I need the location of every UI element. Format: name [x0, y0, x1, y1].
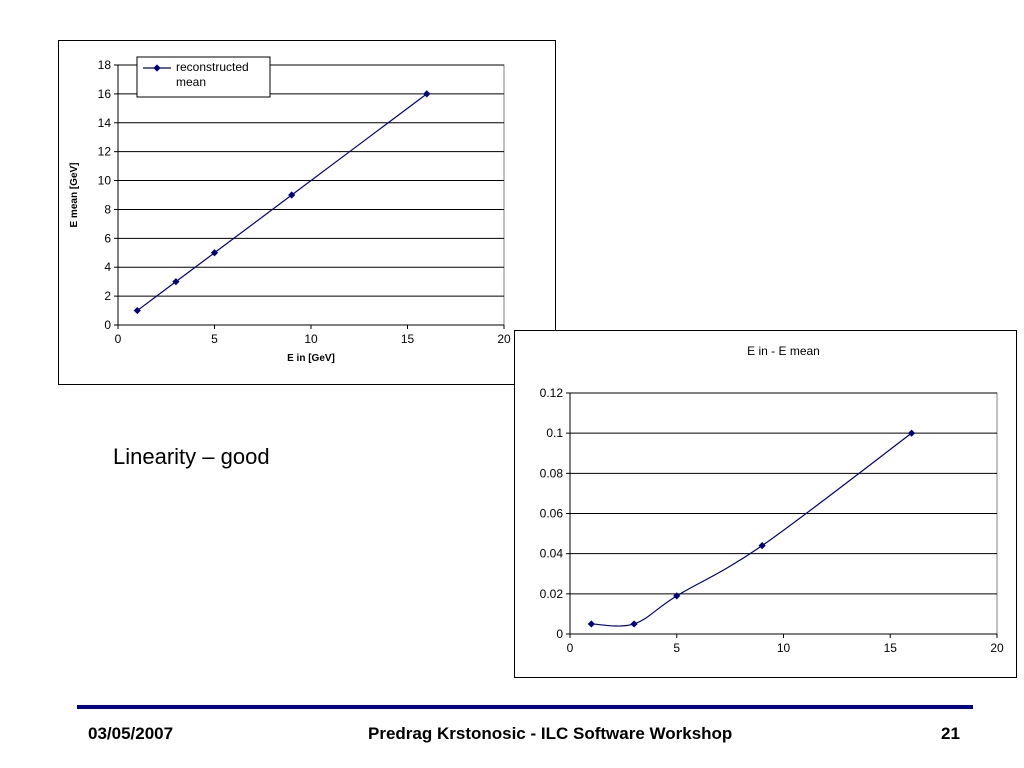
difference-chart-svg: 0 0.02 0.04 0.06 0.08 0.1 0.12 0 5 10 15 20 E in - E…	[540, 344, 1004, 655]
y-tick-label: 0.06	[540, 507, 564, 521]
difference-chart: 0 0.02 0.04 0.06 0.08 0.1 0.12 0 5 10 15 20 E in - E…	[514, 330, 1017, 678]
footer-divider	[77, 705, 973, 709]
data-point	[587, 620, 595, 628]
data-point	[423, 90, 431, 98]
data-point	[288, 191, 296, 199]
footer-title: Predrag Krstonosic - ILC Software Worksh…	[368, 724, 733, 743]
y-tick-label: 16	[98, 87, 112, 101]
x-axis-label: E in [GeV]	[287, 353, 335, 364]
y-tick-label: 0.12	[540, 386, 564, 400]
legend-label-line1: reconstructed	[176, 60, 249, 74]
x-tick-label: 15	[884, 641, 898, 655]
legend-box	[136, 56, 271, 98]
legend-marker	[153, 64, 161, 72]
linearity-caption: Linearity – good	[113, 444, 270, 469]
x-tick-label: 5	[673, 641, 680, 655]
y-tick-label: 12	[98, 145, 112, 159]
x-tick-label: 10	[304, 332, 318, 346]
y-tick-label: 0.1	[546, 426, 563, 440]
x-tick-label: 10	[777, 641, 791, 655]
x-tick-label: 0	[567, 641, 574, 655]
footer-page-number: 21	[941, 724, 960, 743]
linearity-chart-svg: 0 2 4 6 8 10 12 14 16 18 0 5 10 15 20 E in [GeV] E mean …	[69, 56, 511, 364]
y-tick-label: 0.02	[540, 587, 564, 601]
series-line	[136, 93, 428, 312]
footer-date: 03/05/2007	[88, 724, 174, 743]
y-tick-label: 0	[104, 318, 111, 332]
y-tick-label: 2	[104, 289, 111, 303]
x-tick-label: 0	[115, 332, 122, 346]
x-tick-label: 5	[211, 332, 218, 346]
data-point	[673, 592, 681, 600]
x-tick-label: 15	[401, 332, 415, 346]
x-tick-label: 20	[497, 332, 511, 346]
y-tick-label: 6	[104, 231, 111, 245]
data-point	[133, 306, 141, 315]
legend-label-line2: mean	[176, 75, 206, 89]
y-axis-label: E mean [GeV]	[69, 162, 80, 227]
y-tick-label: 0.04	[540, 547, 564, 561]
y-tick-label: 10	[98, 174, 112, 188]
chart-title: E in - E mean	[747, 344, 820, 358]
data-point	[210, 249, 219, 257]
plot-area	[117, 64, 505, 326]
y-tick-label: 8	[104, 202, 111, 216]
linearity-chart: 0 2 4 6 8 10 12 14 16 18 0 5 10 15 20 E in [GeV] E mean …	[58, 40, 556, 385]
y-tick-label: 0	[556, 627, 563, 641]
data-point	[908, 429, 916, 437]
y-tick-label: 0.08	[540, 466, 564, 480]
series-line	[591, 432, 912, 627]
y-tick-label: 18	[98, 58, 112, 72]
y-tick-label: 4	[104, 260, 111, 274]
y-tick-label: 14	[98, 116, 112, 130]
x-tick-label: 20	[990, 641, 1004, 655]
